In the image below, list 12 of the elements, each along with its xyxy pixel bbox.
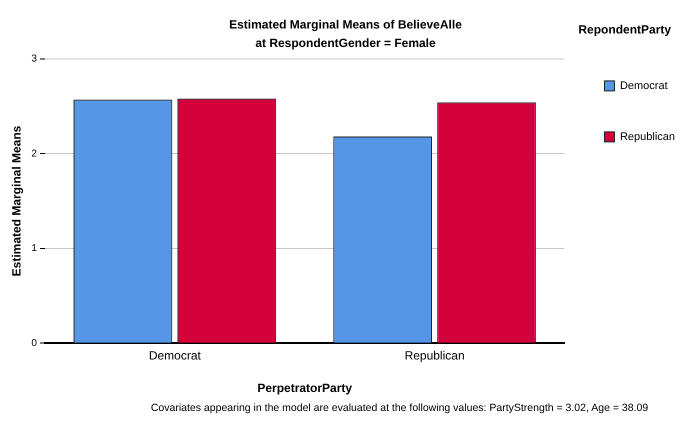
y-tick-label: 0 [31, 338, 38, 349]
y-tick-label: 2 [31, 148, 38, 160]
y-axis-title: Estimated Marginal Means [10, 125, 24, 276]
chart-title: Estimated Marginal Means of BelieveAlle [229, 18, 462, 32]
y-tick-label: 1 [31, 243, 38, 254]
x-axis-title: PerpetratorParty [257, 381, 352, 396]
y-tick-label: 3 [31, 54, 38, 65]
legend-label: Democrat [620, 80, 668, 92]
legend-label: Republican [620, 130, 676, 143]
legend-title: RepondentParty [578, 22, 672, 36]
text: Covariates appearing in the model are evaluated at the following values: PartyStrength = 3.02, Age = 38.09 [150, 402, 650, 414]
chart-subtitle: at RespondentGender = Female [255, 36, 436, 50]
